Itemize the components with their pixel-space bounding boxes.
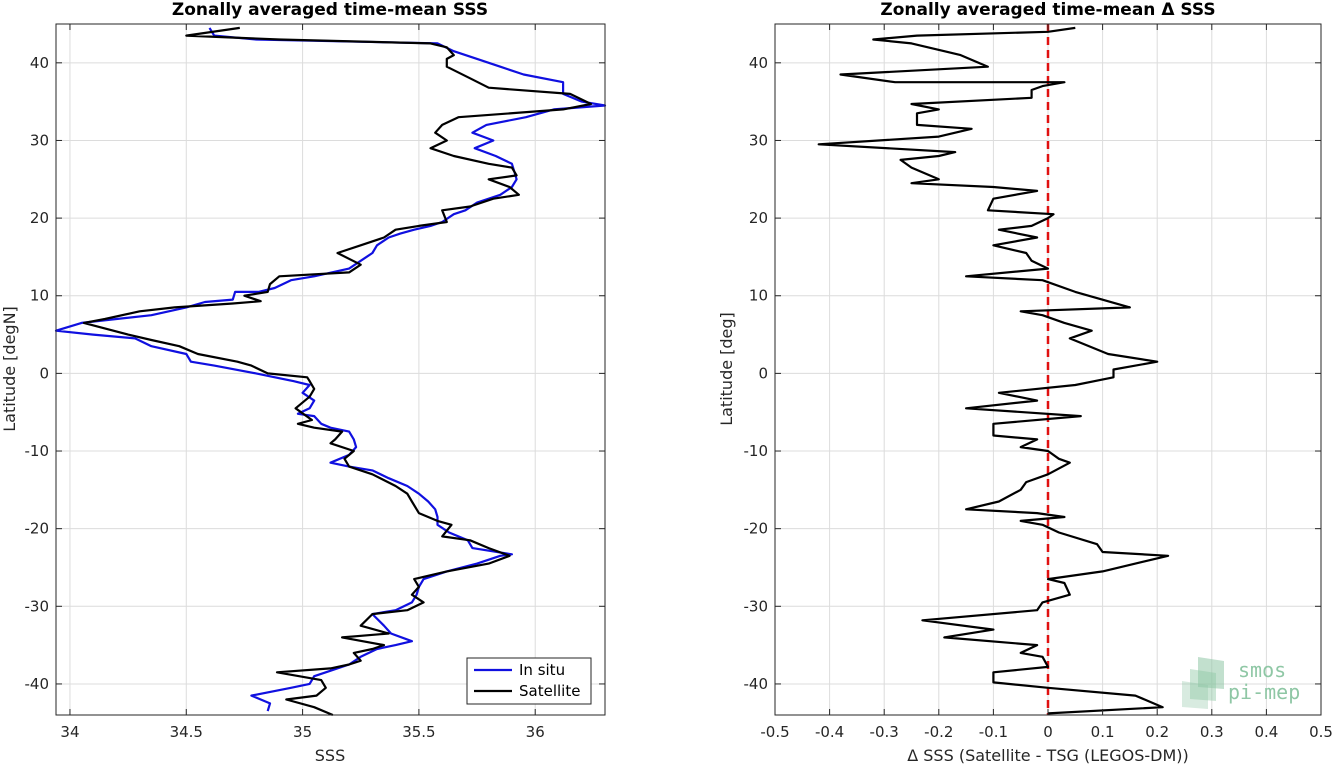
delta-sss-y-tick-label: -20 <box>744 520 769 538</box>
sss-y-tick-label: 0 <box>39 364 49 382</box>
legend: In situ Satellite <box>466 657 592 705</box>
logo-mark-icon <box>1182 657 1224 709</box>
sss-grid <box>56 24 605 715</box>
delta-sss-x-tick-label: 0.4 <box>1254 723 1278 741</box>
sss-x-axis-label: SSS <box>315 746 345 765</box>
delta-sss-x-tick-label: -0.3 <box>870 723 899 741</box>
sss-x-tick-label: 34 <box>60 723 79 741</box>
delta-sss-chart-title: Zonally averaged time-mean Δ SSS <box>880 0 1215 20</box>
legend-satellite-label: Satellite <box>519 682 580 700</box>
delta-sss-x-tick-label: -0.2 <box>924 723 953 741</box>
delta-sss-x-tick-label: 0.1 <box>1091 723 1115 741</box>
delta-sss-y-tick-label: 30 <box>749 131 768 149</box>
delta-sss-x-tick-label: -0.1 <box>979 723 1008 741</box>
sss-y-tick-label: -30 <box>25 597 50 615</box>
delta-sss-y-tick-label: 20 <box>749 209 768 227</box>
sss-satellite-line <box>82 26 593 717</box>
delta-sss-y-tick-label: 10 <box>749 287 768 305</box>
sss-y-tick-label: 40 <box>30 54 49 72</box>
delta-sss-y-tick-label: -30 <box>744 597 769 615</box>
sss-x-tick-label: 34.5 <box>170 723 203 741</box>
sss-x-tick-label: 35.5 <box>402 723 435 741</box>
delta-sss-x-ticks: -0.5 -0.4 -0.3 -0.2 -0.1 0 0.1 0.2 0.3 0.4 0.5 <box>760 24 1333 741</box>
delta-sss-lines <box>817 24 1170 715</box>
smos-pi-mep-logo: smos pi-mep <box>1182 657 1300 709</box>
sss-y-tick-label: 20 <box>30 209 49 227</box>
sss-x-tick-label: 36 <box>526 723 545 741</box>
delta-sss-x-tick-label: -0.4 <box>815 723 844 741</box>
delta-sss-x-tick-label: 0.2 <box>1145 723 1169 741</box>
sss-x-tick-label: 35 <box>293 723 312 741</box>
sss-y-axis-label: Latitude [degN] <box>0 306 19 432</box>
delta-sss-x-tick-label: 0.5 <box>1309 723 1333 741</box>
logo-text-smos: smos <box>1238 658 1286 682</box>
delta-sss-series-0-line <box>817 26 1170 715</box>
sss-y-tick-label: 30 <box>30 131 49 149</box>
sss-lines <box>54 26 607 717</box>
sss-y-tick-label: -10 <box>25 442 50 460</box>
delta-sss-x-tick-label: -0.5 <box>760 723 789 741</box>
delta-sss-y-ticks: -40 -30 -20 -10 0 10 20 30 40 <box>744 54 1321 693</box>
logo-text-pi-mep: pi-mep <box>1228 680 1300 704</box>
delta-sss-panel: -0.5 -0.4 -0.3 -0.2 -0.1 0 0.1 0.2 0.3 0.4 0.5 -40… <box>717 0 1333 765</box>
delta-sss-y-axis-label: Latitude [deg] <box>717 312 736 426</box>
sss-in-situ-line <box>54 27 607 712</box>
delta-sss-x-tick-label: 0 <box>1043 723 1053 741</box>
sss-y-ticks: -40 -30 -20 -10 0 10 20 30 40 <box>25 54 605 693</box>
sss-chart-title: Zonally averaged time-mean SSS <box>172 0 488 20</box>
sss-y-tick-label: -40 <box>25 675 50 693</box>
legend-box <box>466 657 592 705</box>
sss-x-ticks: 34 34.5 35 35.5 36 <box>60 24 545 741</box>
delta-sss-y-tick-label: 0 <box>758 364 768 382</box>
sss-y-tick-label: -20 <box>25 520 50 538</box>
delta-sss-y-tick-label: -10 <box>744 442 769 460</box>
legend-in-situ-label: In situ <box>519 661 565 679</box>
delta-sss-x-tick-label: 0.3 <box>1200 723 1224 741</box>
sss-axes-frame <box>55 23 606 716</box>
delta-sss-x-axis-label: Δ SSS (Satellite - TSG (LEGOS-DM)) <box>907 746 1189 765</box>
delta-sss-y-tick-label: -40 <box>744 675 769 693</box>
sss-panel: 34 34.5 35 35.5 36 -40 -30 -20 -10 0 10 20 30 40 Zon… <box>0 0 607 765</box>
sss-y-tick-label: 10 <box>30 287 49 305</box>
delta-sss-y-tick-label: 40 <box>749 54 768 72</box>
